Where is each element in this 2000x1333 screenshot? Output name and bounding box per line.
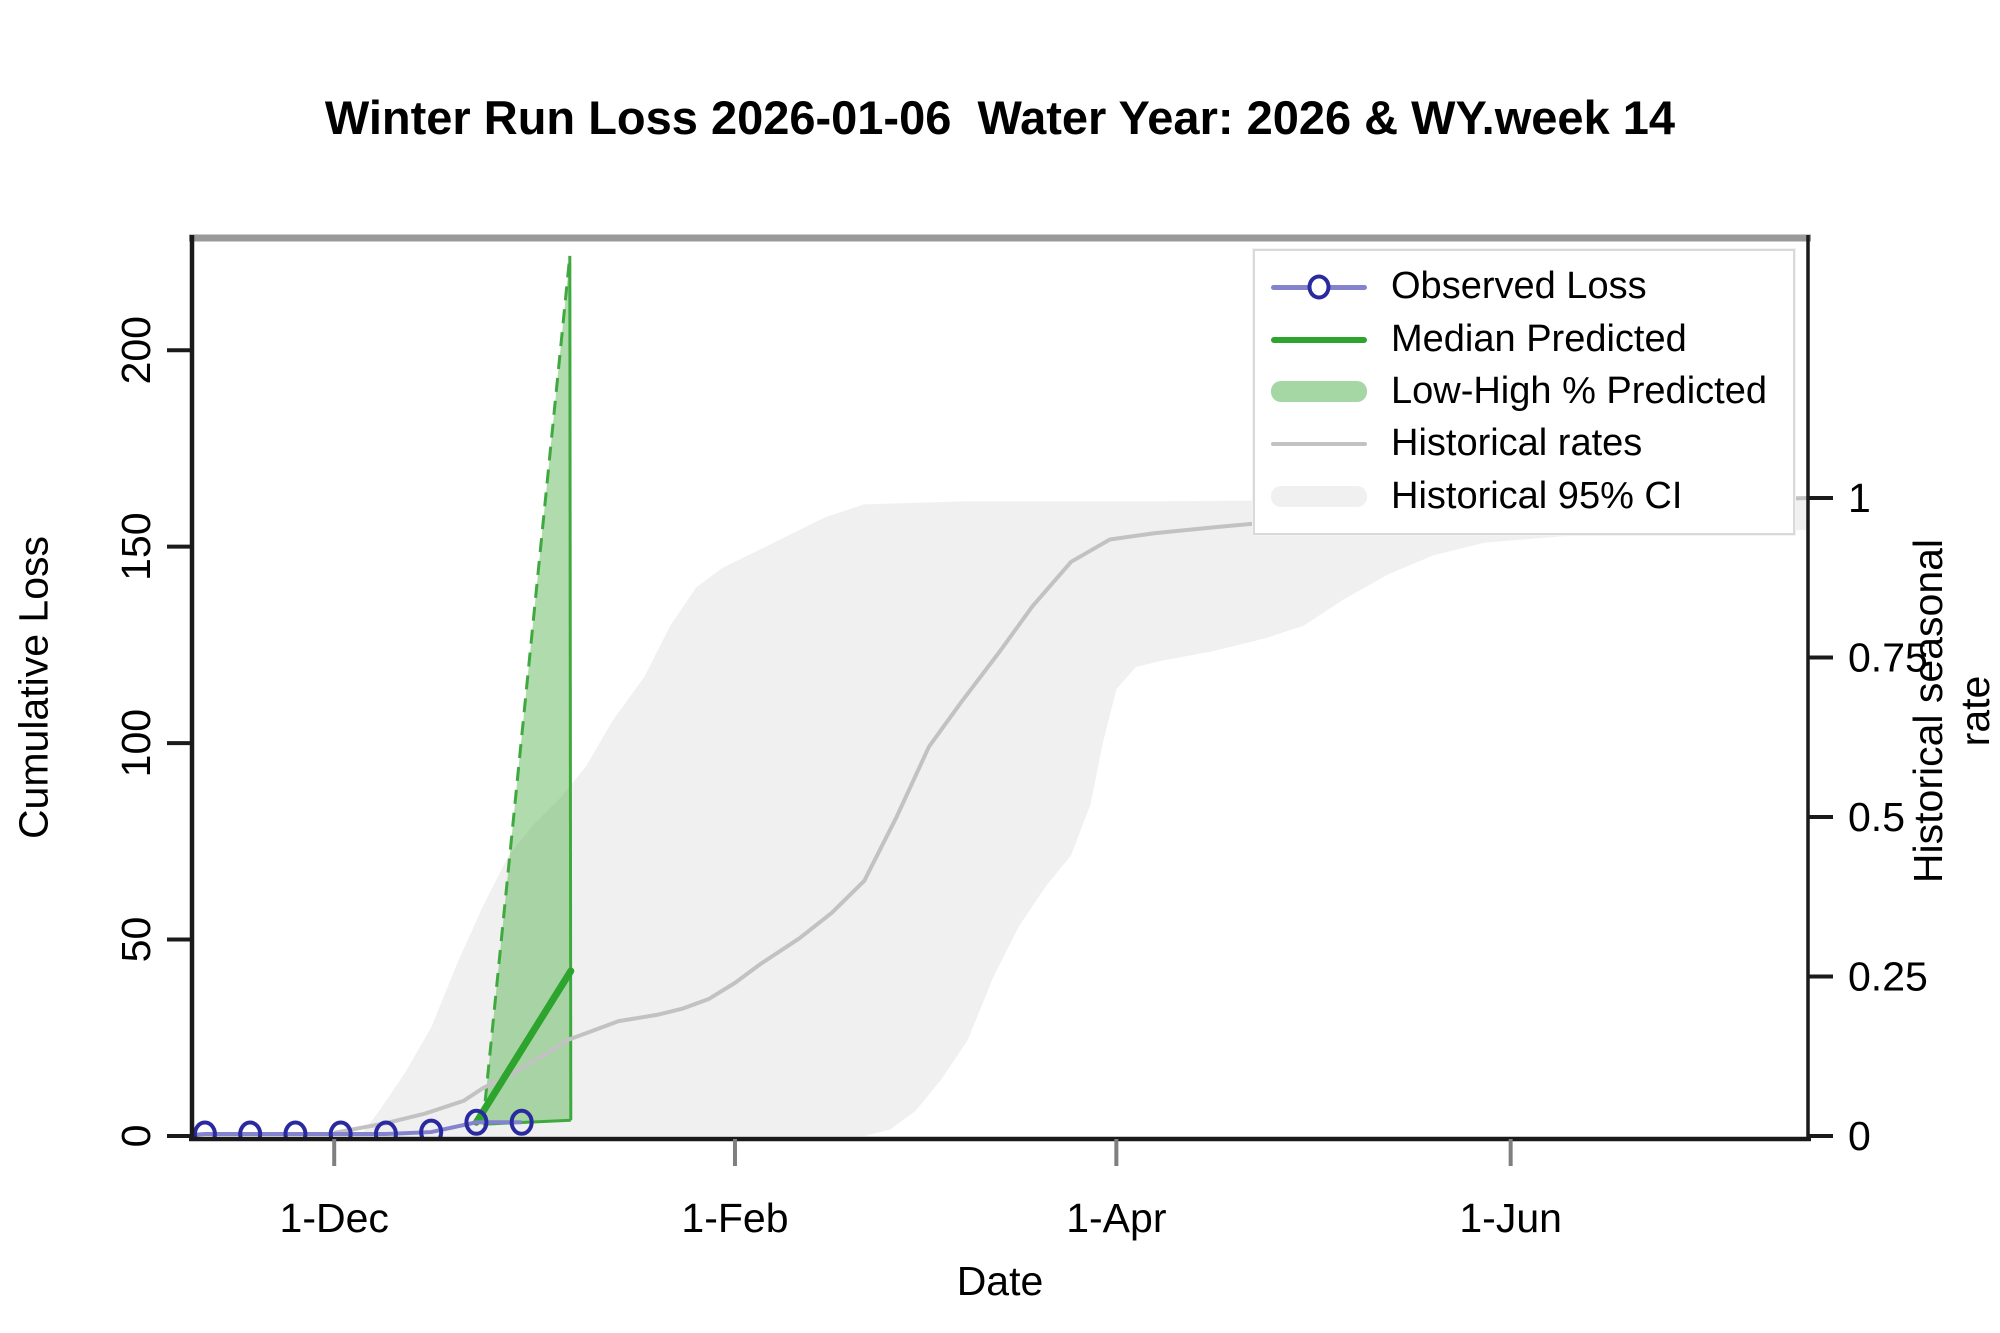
median-predicted-line: [472, 967, 575, 1126]
band-swatch-icon: [1271, 381, 1367, 403]
legend-label: Historical rates: [1391, 422, 1643, 465]
legend-row: Historical rates: [1269, 422, 1783, 465]
legend-label: Low-High % Predicted: [1391, 370, 1767, 413]
legend-key-line-icon: [1269, 274, 1369, 300]
band-swatch-icon: [1271, 486, 1367, 508]
x-tick-label: 1-Feb: [681, 1195, 788, 1241]
y-right-tick-label: 0.5: [1848, 794, 1905, 840]
legend-row: Observed Loss: [1269, 267, 1783, 307]
legend-key-line-icon: [1269, 336, 1369, 343]
observed-loss-marker: [283, 1120, 308, 1139]
open-circle-marker-icon: [1307, 274, 1331, 300]
observed-loss-marker: [464, 1108, 489, 1136]
predicted-band-right-edge: [568, 255, 573, 1121]
observed-loss-marker: [373, 1120, 398, 1139]
x-tick-label: 1-Dec: [280, 1195, 389, 1241]
line-swatch-icon: [1271, 336, 1367, 343]
x-tick-label: 1-Apr: [1066, 1195, 1166, 1241]
historical-ci-band: [360, 498, 1808, 1136]
chart-title: Winter Run Loss 2026-01-06 Water Year: 2…: [324, 91, 1676, 144]
observed-loss-marker: [238, 1120, 263, 1139]
y-right-tick-label: 1: [1848, 475, 1871, 521]
y-left-tick-label: 150: [113, 512, 159, 580]
observed-loss-marker: [509, 1108, 534, 1136]
legend-row: Historical 95% CI: [1269, 474, 1783, 517]
legend-key-band-icon: [1269, 486, 1369, 508]
predicted-band-high-edge: [481, 255, 572, 1125]
y-left-tick-label: 200: [113, 316, 159, 384]
legend-row: Median Predicted: [1269, 317, 1783, 360]
y-left-axis-title: Cumulative Loss: [10, 535, 57, 840]
line-swatch-icon: [1271, 442, 1367, 447]
y-left-tick-label: 100: [113, 709, 159, 777]
y-left-tick-label: 0: [113, 1125, 159, 1148]
legend-key-line-icon: [1269, 442, 1369, 447]
y-left-tick-label: 50: [113, 917, 159, 963]
series-layer: [192, 255, 1808, 1139]
legend-row: Low-High % Predicted: [1269, 370, 1783, 413]
legend-label: Median Predicted: [1391, 317, 1687, 360]
legend-label: Historical 95% CI: [1391, 474, 1683, 517]
legend-label: Observed Loss: [1391, 265, 1647, 308]
x-tick-label: 1-Jun: [1459, 1195, 1562, 1241]
y-right-axis-title: Historical seasonal rate: [1905, 538, 1998, 884]
legend-key-band-icon: [1269, 381, 1369, 403]
historical-rates-line: [333, 496, 1808, 1135]
observed-loss-line: [192, 1120, 522, 1137]
observed-loss-marker: [192, 1120, 217, 1139]
y-right-tick-label: 0.75: [1848, 635, 1928, 681]
observed-loss-marker: [328, 1120, 353, 1139]
y-right-tick-label: 0.25: [1848, 954, 1928, 1000]
legend: Observed Loss Median Predicted Low-High % …: [1253, 249, 1795, 535]
x-axis-title: Date: [956, 1258, 1044, 1304]
y-right-tick-label: 0: [1848, 1113, 1871, 1159]
observed-loss-marker: [419, 1118, 444, 1139]
